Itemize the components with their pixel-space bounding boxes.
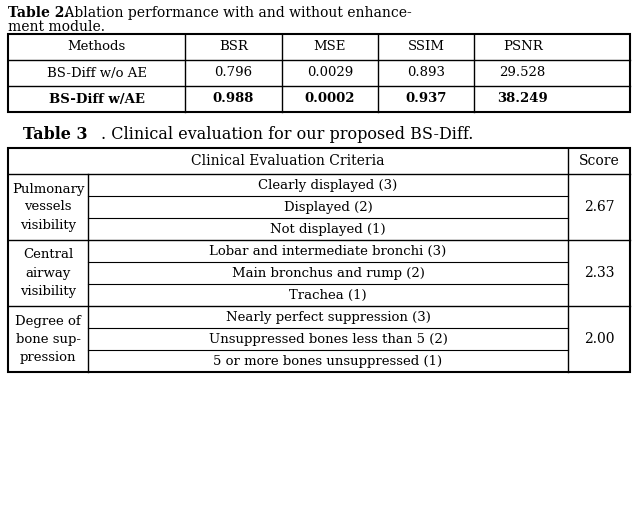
Text: 29.528: 29.528 <box>500 67 546 79</box>
Text: BS-Diff w/AE: BS-Diff w/AE <box>49 93 145 105</box>
Text: Unsuppressed bones less than 5 (2): Unsuppressed bones less than 5 (2) <box>209 332 447 346</box>
Text: 5 or more bones unsuppressed (1): 5 or more bones unsuppressed (1) <box>213 354 443 368</box>
Bar <box>8 34 630 112</box>
Text: Not displayed (1): Not displayed (1) <box>270 223 386 236</box>
Text: 2.33: 2.33 <box>584 266 614 280</box>
Text: Nearly perfect suppression (3): Nearly perfect suppression (3) <box>225 310 431 324</box>
Bar <box>8 148 630 372</box>
Text: Clinical Evaluation Criteria: Clinical Evaluation Criteria <box>191 154 385 168</box>
Text: 0.0002: 0.0002 <box>305 93 355 105</box>
Text: Lobar and intermediate bronchi (3): Lobar and intermediate bronchi (3) <box>209 245 447 258</box>
Text: 0.0029: 0.0029 <box>307 67 353 79</box>
Text: BS-Diff w/o AE: BS-Diff w/o AE <box>47 67 147 79</box>
Text: 0.937: 0.937 <box>406 93 447 105</box>
Text: 0.893: 0.893 <box>407 67 445 79</box>
Text: 2.00: 2.00 <box>584 332 614 346</box>
Text: Central
airway
visibility: Central airway visibility <box>20 248 76 297</box>
Text: Table 2.: Table 2. <box>8 6 69 20</box>
Text: BSR: BSR <box>219 40 248 53</box>
Text: SSIM: SSIM <box>408 40 445 53</box>
Text: 0.796: 0.796 <box>214 67 253 79</box>
Text: Main bronchus and rump (2): Main bronchus and rump (2) <box>232 267 424 280</box>
Text: Ablation performance with and without enhance-: Ablation performance with and without en… <box>60 6 412 20</box>
Text: Score: Score <box>579 154 620 168</box>
Text: 38.249: 38.249 <box>497 93 548 105</box>
Text: Displayed (2): Displayed (2) <box>284 201 372 214</box>
Text: 2.67: 2.67 <box>584 200 614 214</box>
Text: Pulmonary
vessels
visibility: Pulmonary vessels visibility <box>12 182 84 231</box>
Text: Table 3: Table 3 <box>23 126 87 143</box>
Text: 0.988: 0.988 <box>212 93 254 105</box>
Text: ment module.: ment module. <box>8 20 105 34</box>
Text: Degree of
bone sup-
pression: Degree of bone sup- pression <box>15 314 81 364</box>
Text: Trachea (1): Trachea (1) <box>289 288 367 302</box>
Text: Methods: Methods <box>67 40 125 53</box>
Text: MSE: MSE <box>314 40 346 53</box>
Text: Clearly displayed (3): Clearly displayed (3) <box>259 179 397 191</box>
Text: PSNR: PSNR <box>503 40 543 53</box>
Text: . Clinical evaluation for our proposed BS-Diff.: . Clinical evaluation for our proposed B… <box>101 126 474 143</box>
